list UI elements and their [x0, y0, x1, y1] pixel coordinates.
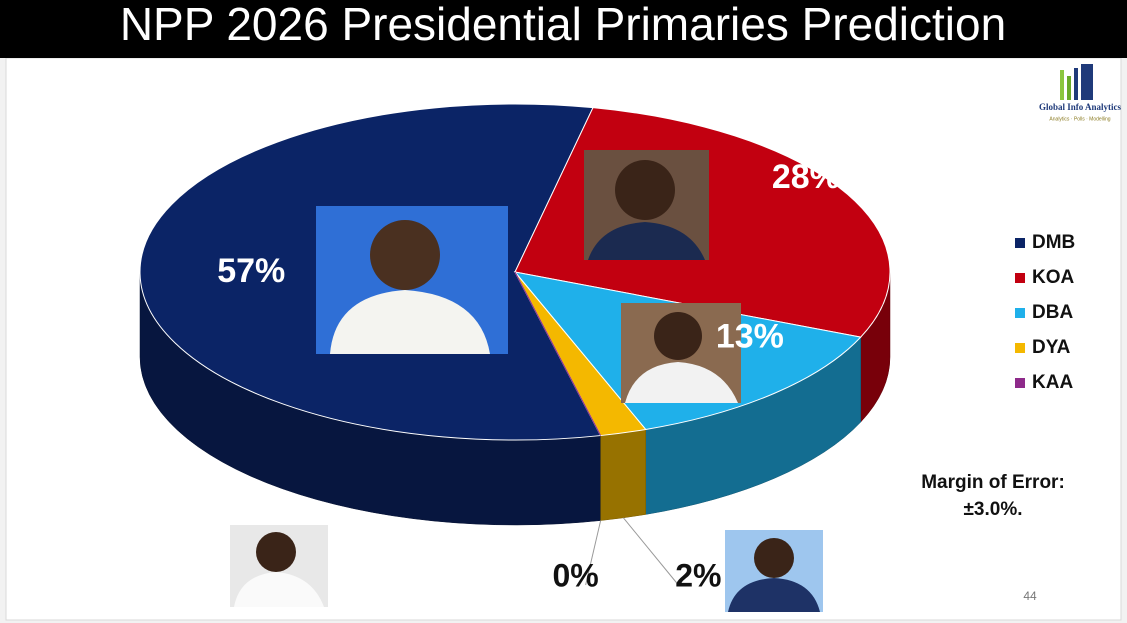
leader-line: [585, 520, 602, 586]
leader-line: [623, 517, 679, 586]
legend-swatch: [1015, 273, 1025, 283]
legend: DMB KOA DBA DYA KAA: [1015, 232, 1075, 393]
legend-swatch: [1015, 378, 1025, 388]
legend-label: DYA: [1032, 337, 1071, 358]
photo-body: [728, 578, 820, 612]
legend-label: DBA: [1032, 302, 1073, 323]
photo-face: [654, 312, 702, 360]
title-bar: [0, 0, 1127, 58]
photo-face: [370, 220, 440, 290]
annotation: ±3.0%.: [963, 499, 1022, 520]
photos: [230, 150, 823, 612]
slice: [514, 271, 602, 436]
legend-label: DMB: [1032, 232, 1075, 253]
legend-label: KAA: [1032, 372, 1073, 393]
logo: Global Info Analytics Analytics · Polls …: [1039, 64, 1122, 122]
photo-face: [256, 532, 296, 572]
slice-side: [600, 429, 646, 521]
logo-bar: [1067, 76, 1071, 100]
photo-body: [234, 572, 324, 607]
photo-face: [615, 160, 675, 220]
page-number: 44: [1023, 589, 1037, 603]
photo-face: [754, 538, 794, 578]
logo-tagline: Analytics · Polls · Modelling: [1049, 116, 1110, 122]
value-labels: 57% 28% 13% 2% 0%: [217, 158, 840, 593]
logo-bar: [1074, 68, 1078, 100]
photo-body: [625, 362, 738, 403]
value-label: 57%: [217, 252, 285, 290]
legend-swatch: [1015, 343, 1025, 353]
value-label: 28%: [772, 158, 840, 196]
legend-label: KOA: [1032, 267, 1075, 288]
legend-swatch: [1015, 238, 1025, 248]
photo-body: [588, 222, 705, 260]
annotation: Margin of Error:: [921, 472, 1065, 493]
value-label: 2%: [675, 557, 721, 593]
photo-body: [330, 290, 490, 354]
chart-title: NPP 2026 Presidential Primaries Predicti…: [120, 0, 1006, 50]
value-label: 13%: [716, 318, 784, 356]
slice: [514, 271, 647, 437]
value-label: 0%: [553, 557, 599, 593]
logo-name: Global Info Analytics: [1039, 102, 1122, 112]
pie: [139, 103, 891, 526]
legend-swatch: [1015, 308, 1025, 318]
logo-bar: [1081, 64, 1093, 100]
logo-bar: [1060, 70, 1064, 100]
